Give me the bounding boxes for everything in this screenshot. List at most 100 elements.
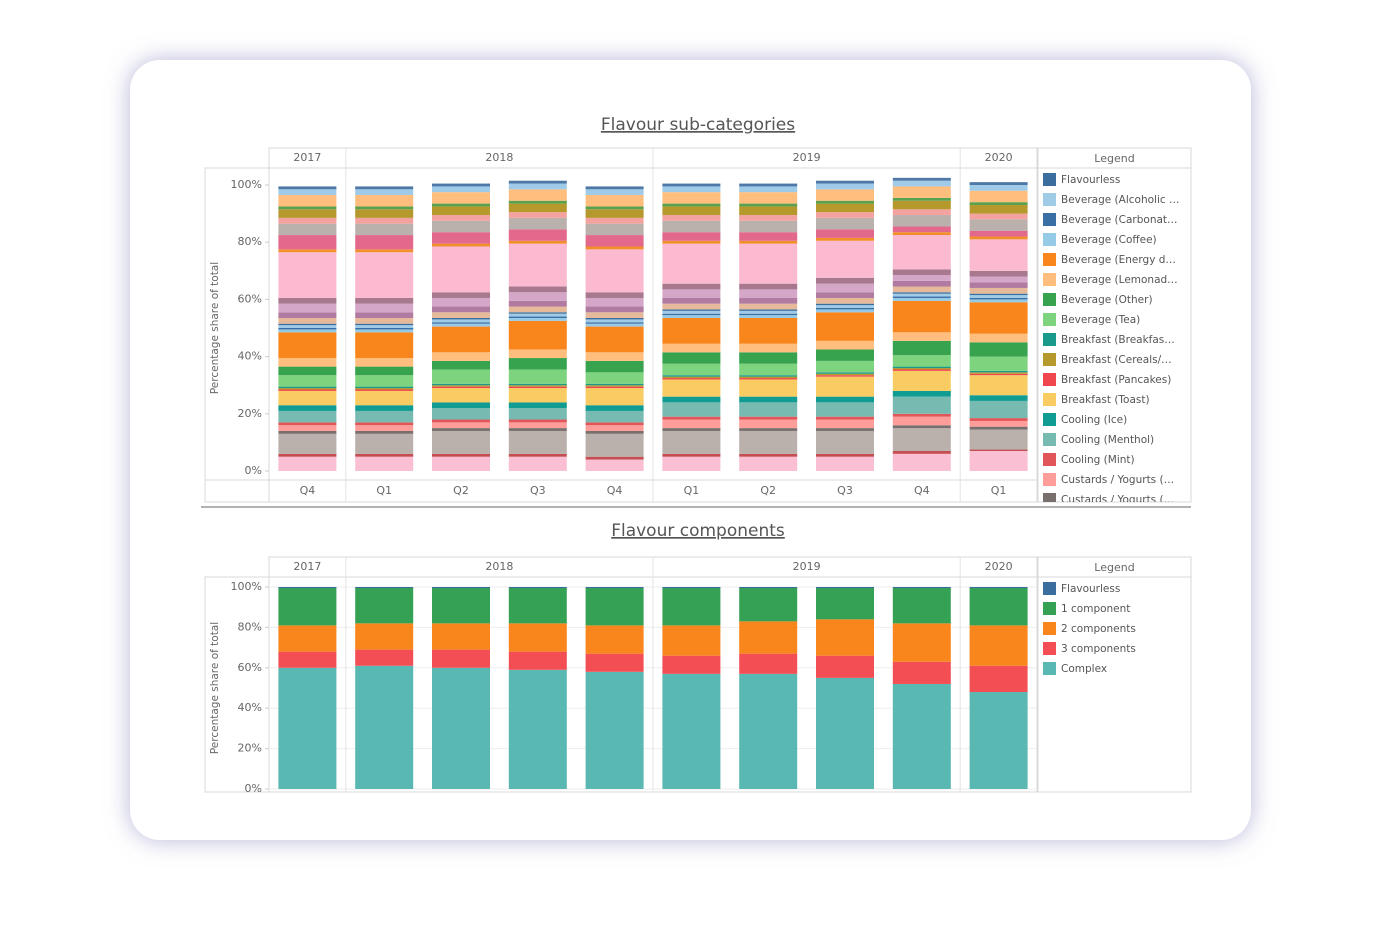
bar-segment xyxy=(278,358,337,367)
bar-segment xyxy=(432,292,490,298)
bar-segment xyxy=(969,185,1028,191)
bar-segment xyxy=(432,186,490,193)
bar-segment xyxy=(508,386,567,389)
footer-frame xyxy=(204,479,1038,503)
legend-swatch xyxy=(1043,213,1056,226)
legend-label: Beverage (Energy d… xyxy=(1061,254,1176,266)
bar-segment xyxy=(739,203,798,207)
bar-segment xyxy=(739,587,798,589)
bar-segment xyxy=(278,189,337,196)
bar-segment xyxy=(278,209,337,218)
plot-frame xyxy=(204,576,1038,793)
bar-segment xyxy=(355,623,414,650)
bar-segment xyxy=(432,383,490,386)
bar-segment xyxy=(432,588,490,624)
bar-segment xyxy=(432,430,490,454)
bar-segment xyxy=(739,313,798,316)
bar-segment xyxy=(278,433,337,454)
legend-label: Beverage (Alcoholic … xyxy=(1061,194,1179,206)
bar-segment xyxy=(662,375,721,377)
legend-label: Custards / Yogurts (… xyxy=(1061,474,1174,486)
bar-segment xyxy=(969,449,1028,451)
bar-segment xyxy=(585,372,644,384)
bar-segment xyxy=(969,230,1028,237)
bar-segment xyxy=(355,303,414,313)
bar-segment xyxy=(432,408,490,420)
y-tick-label: 80% xyxy=(238,235,262,248)
bar-segment xyxy=(892,413,951,417)
bar-segment xyxy=(432,319,490,323)
bar-segment xyxy=(432,306,490,313)
bar-segment xyxy=(432,419,490,423)
bar-segment xyxy=(816,655,874,678)
bar-segment xyxy=(585,292,644,298)
legend-label: Flavourless xyxy=(1061,174,1120,186)
chart-title: Flavour components xyxy=(611,521,785,541)
bar-segment xyxy=(508,217,567,230)
y-tick-label: 80% xyxy=(238,620,262,633)
bar-segment xyxy=(278,217,337,224)
bar-segment xyxy=(585,625,644,654)
bar-segment xyxy=(739,243,798,284)
year-header: 2019 xyxy=(793,560,821,573)
bar-segment xyxy=(355,252,414,298)
legend-swatch xyxy=(1043,473,1056,486)
bar-segment xyxy=(508,349,567,359)
bar-segment xyxy=(662,240,721,244)
bar-segment xyxy=(432,402,490,409)
bar-segment xyxy=(355,366,414,376)
bar-segment xyxy=(969,293,1028,296)
bar-segment xyxy=(892,450,951,454)
bar-segment xyxy=(355,389,414,391)
bar-segment xyxy=(969,297,1028,300)
bar-segment xyxy=(816,312,874,341)
bar-segment xyxy=(278,328,337,330)
bar-segment xyxy=(739,183,798,187)
bar-segment xyxy=(508,183,567,190)
y-axis-label: Percentage share of total xyxy=(209,262,221,394)
bar-segment xyxy=(662,215,721,221)
y-tick-label: 40% xyxy=(238,350,262,363)
bar-segment xyxy=(892,453,951,471)
bar-segment xyxy=(278,625,337,652)
x-tick-label: Q1 xyxy=(376,484,392,497)
bar-segment xyxy=(739,378,798,380)
bar-segment xyxy=(355,217,414,224)
legend-swatch xyxy=(1043,293,1056,306)
bar-segment xyxy=(662,430,721,454)
bar-segment xyxy=(662,456,721,471)
y-tick-label: 100% xyxy=(231,580,262,593)
bar-segment xyxy=(432,428,490,431)
bar-segment xyxy=(662,378,721,380)
bar-segment xyxy=(432,183,490,187)
bar-segment xyxy=(892,180,951,187)
bar-segment xyxy=(355,433,414,454)
legend-label: Beverage (Tea) xyxy=(1061,314,1140,326)
bar-segment xyxy=(969,239,1028,271)
bar-segment xyxy=(739,653,798,674)
bar-segment xyxy=(739,220,798,233)
bar-segment xyxy=(278,206,337,210)
bar-segment xyxy=(585,206,644,210)
bar-segment xyxy=(969,400,1028,419)
bar-segment xyxy=(432,220,490,233)
legend-swatch xyxy=(1043,433,1056,446)
bar-segment xyxy=(739,303,798,310)
bar-segment xyxy=(508,317,567,321)
bar-segment xyxy=(432,360,490,370)
bar-segment xyxy=(432,232,490,244)
bar-segment xyxy=(892,661,951,684)
bar-segment xyxy=(278,312,337,318)
bar-segment xyxy=(355,323,414,326)
bar-segment xyxy=(278,366,337,376)
bar-segment xyxy=(816,402,874,417)
legend-label: Beverage (Coffee) xyxy=(1061,234,1157,246)
legend-title: Legend xyxy=(1094,561,1134,574)
bar-segment xyxy=(432,203,490,207)
bar-segment xyxy=(355,358,414,367)
bar-segment xyxy=(816,292,874,298)
bar-segment xyxy=(892,275,951,281)
bar-segment xyxy=(816,240,874,278)
bar-segment xyxy=(969,270,1028,277)
bar-segment xyxy=(432,326,490,353)
